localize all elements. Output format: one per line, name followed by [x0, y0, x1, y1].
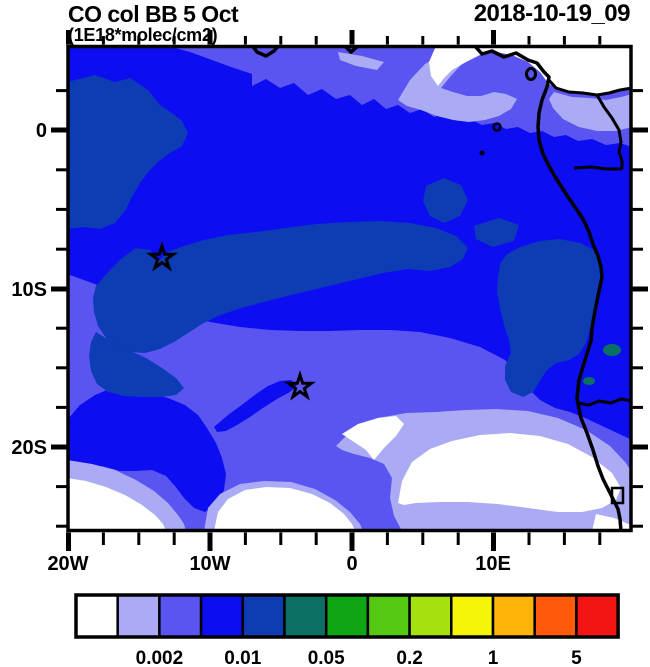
coastline-west-africa	[472, 46, 623, 531]
colorbar: 0.002 0.01 0.05 0.2 1 5	[74, 593, 620, 667]
island-sao-tome	[479, 150, 485, 156]
contour-navy-coastal-blob	[497, 239, 602, 397]
colorbar-segment-12	[533, 593, 578, 639]
contour-teal-speck-a	[603, 344, 621, 356]
contour-navy-sw-tail	[89, 332, 184, 397]
contour-navy-patch-b	[474, 218, 519, 247]
colorbar-segment-11	[491, 593, 536, 639]
x-axis-label-0: 0	[346, 553, 357, 575]
x-axis-label-10e: 10E	[475, 553, 511, 575]
colorbar-segment-7	[324, 593, 370, 639]
colorbar-segment-10	[450, 593, 495, 639]
colorbar-segment-1	[74, 593, 119, 639]
colorbar-segment-9	[408, 593, 453, 639]
map-frame	[66, 44, 633, 533]
station-marker-star-2	[283, 370, 317, 401]
colorbar-segment-13	[575, 593, 620, 639]
plot-datetime: 2018-10-19_09	[473, 0, 631, 27]
colorbar-label-1: 1	[488, 648, 499, 667]
contour-navy-patch-a	[423, 178, 468, 223]
colorbar-segment-6	[283, 593, 328, 639]
country-border-nigeria-cameroon	[546, 78, 631, 97]
contour-lavender-top-speck	[338, 52, 384, 70]
y-axis-label-0: 0	[36, 120, 47, 142]
colorbar-label-001: 0.01	[224, 648, 261, 667]
contour-navy-central-band	[93, 221, 468, 353]
coast-box-feature	[610, 486, 625, 505]
x-axis-label-20w: 20W	[47, 553, 88, 575]
contour-white-topright-land	[429, 46, 631, 94]
plot-title: CO col BB 5 Oct	[68, 1, 239, 27]
colorbar-segment-2	[116, 593, 161, 639]
colorbar-segment-4	[199, 593, 245, 639]
contour-lavender-land-band	[549, 92, 631, 131]
colorbar-frame	[74, 593, 620, 639]
colorbar-label-02: 0.2	[396, 648, 422, 667]
x-axis-label-10w: 10W	[189, 553, 230, 575]
colorbar-segment-5	[241, 593, 286, 639]
y-axis-label-20s: 20S	[11, 437, 47, 459]
country-border-gabon	[573, 165, 622, 171]
plot-units-subtitle: (1E18*molec/cm2)	[68, 25, 218, 45]
contour-patch-bottom-left	[68, 388, 226, 512]
colorbar-label-005: 0.05	[308, 648, 345, 667]
island-principe	[492, 122, 502, 132]
island-bioko	[525, 67, 537, 81]
contour-streak-near-star	[214, 380, 297, 432]
coastline-ghana-dip	[250, 46, 281, 58]
contour-white-sw	[68, 478, 166, 531]
map-plot-area	[68, 46, 631, 531]
country-border-cameroon-east	[595, 94, 624, 169]
contour-navy-left-blob	[68, 75, 188, 229]
contour-white-se-west-arm	[342, 416, 404, 460]
y-axis-label-10s: 10S	[11, 279, 47, 301]
contour-white-bottom-center	[214, 487, 355, 531]
contour-white-se-band	[398, 433, 621, 512]
colorbar-label-5: 5	[571, 648, 582, 667]
contour-lavender-topright-ocean	[398, 48, 517, 122]
country-border-angola-namibia	[577, 397, 631, 407]
station-marker-star-1	[145, 241, 179, 272]
axis-ticks	[51, 30, 648, 551]
colorbar-segment-8	[366, 593, 411, 639]
contour-teal-speck-b	[583, 377, 595, 385]
colorbar-label-0002: 0.002	[136, 648, 184, 667]
colorbar-segment-3	[158, 593, 203, 639]
